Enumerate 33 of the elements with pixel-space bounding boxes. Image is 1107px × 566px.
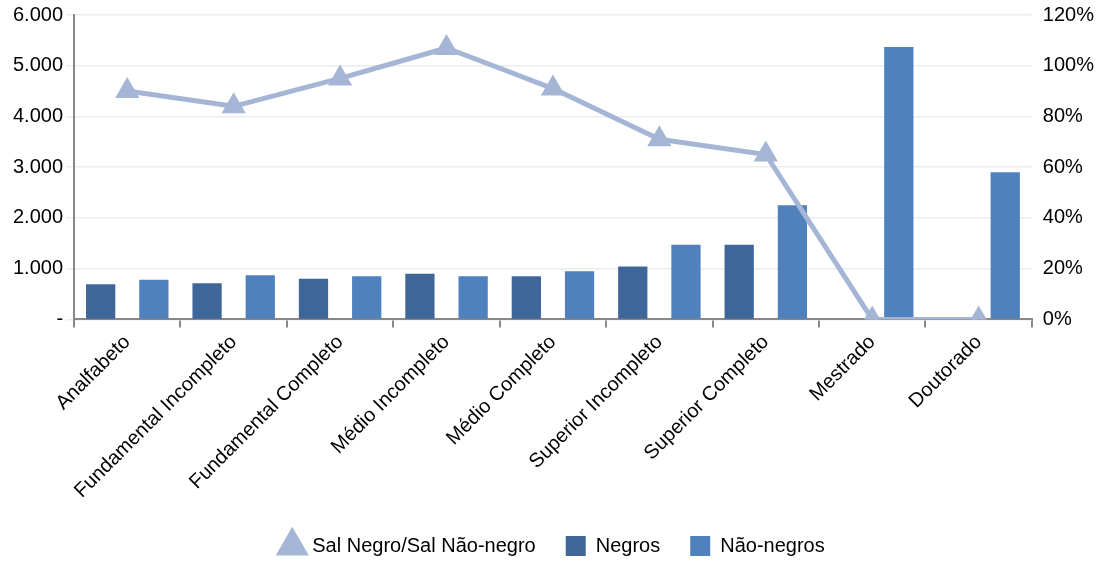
y2-tick-label: 120%: [1042, 2, 1095, 25]
bar: [511, 276, 541, 319]
y2-tick-label: 60%: [1042, 154, 1084, 177]
bar: [86, 284, 116, 319]
legend-label: Sal Negro/Sal Não-negro: [312, 533, 536, 556]
y2-tick-label: 100%: [1042, 53, 1095, 76]
y2-tick-label: 80%: [1042, 103, 1084, 126]
y-tick-label: 5.000: [12, 53, 64, 76]
y2-tick-label: 0%: [1042, 306, 1072, 329]
y-tick-label: 3.000: [12, 154, 64, 177]
bar: [458, 276, 488, 319]
y2-tick-label: 20%: [1042, 256, 1084, 279]
bar: [564, 271, 595, 319]
bar: [618, 266, 648, 319]
bar: [777, 205, 808, 319]
y2-tick-label: 40%: [1042, 205, 1084, 228]
bar: [139, 279, 169, 319]
bar: [671, 244, 701, 319]
y-tick-label: 2.000: [12, 205, 64, 228]
y-tick-label: -: [56, 306, 64, 329]
bar: [298, 278, 329, 319]
y-tick-label: 6.000: [12, 2, 64, 25]
bar: [192, 283, 222, 319]
legend-label: Não-negros: [720, 533, 825, 556]
y-tick-label: 4.000: [12, 103, 64, 126]
y-tick-label: 1.000: [12, 256, 64, 279]
bar: [352, 276, 382, 319]
bar: [245, 275, 275, 319]
legend-label: Negros: [595, 533, 661, 556]
bar: [405, 273, 435, 319]
bar: [884, 46, 914, 319]
bar: [724, 244, 754, 319]
bar: [990, 172, 1020, 319]
